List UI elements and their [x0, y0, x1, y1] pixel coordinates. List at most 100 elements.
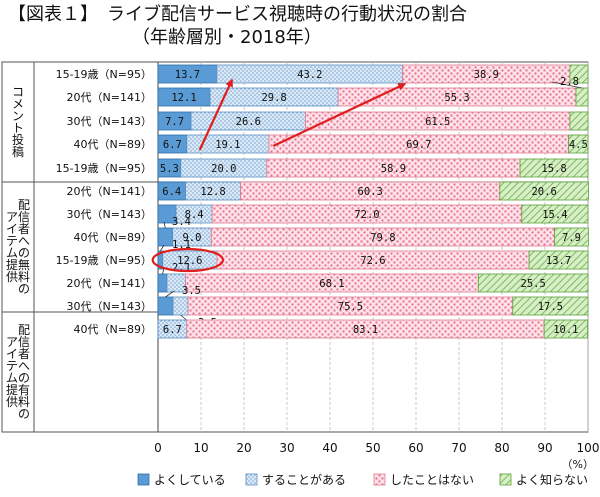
chart-title: 【図表１】 ライブ配信サービス視聴時の行動状況の割合 — [8, 4, 467, 25]
data-label: 12.8 — [200, 186, 225, 198]
data-label: 55.3 — [444, 92, 469, 104]
data-label: 5.3 — [160, 163, 179, 175]
data-label: 13.7 — [546, 255, 571, 267]
data-label: 26.6 — [236, 116, 261, 128]
group-label-char: 投 — [12, 132, 24, 147]
group-label-char: の — [18, 371, 30, 385]
bar-segment — [157, 296, 174, 316]
data-label: 13.7 — [175, 69, 200, 81]
bar-segment — [575, 87, 589, 107]
group-label-char: 配 — [18, 198, 30, 212]
x-tick-label: 0 — [154, 441, 162, 455]
group-label-char: ア — [6, 210, 18, 224]
legend-swatch — [499, 473, 512, 486]
row-label: 30代（N=143） — [67, 300, 152, 313]
group-label-char: イ — [6, 222, 18, 236]
data-label: 4.5 — [569, 139, 588, 151]
bar-segment — [157, 227, 174, 247]
legend-label: よくしている — [154, 473, 226, 487]
data-label-outside: 3.5 — [182, 285, 201, 297]
data-label: 75.5 — [338, 301, 363, 313]
data-label: 7.7 — [165, 116, 184, 128]
data-label: 20.6 — [531, 186, 556, 198]
group-label-char: 提 — [6, 257, 18, 272]
data-label: 79.8 — [370, 232, 395, 244]
x-tick-label: 30 — [279, 441, 294, 455]
group-label-char: 料 — [18, 270, 30, 284]
bar-segment — [521, 204, 589, 224]
data-label: 6.7 — [163, 324, 182, 336]
group-label-char: 有 — [18, 383, 30, 397]
legend-swatch — [137, 473, 150, 486]
leader-line — [165, 290, 175, 298]
data-label-outside: 2.1 — [172, 262, 191, 274]
data-label: 58.9 — [381, 163, 406, 175]
row-label: 20代（N=141） — [67, 185, 152, 198]
row-label: 30代（N=143） — [67, 208, 152, 221]
group-label-char: ム — [6, 371, 18, 385]
data-label: 29.8 — [261, 92, 286, 104]
bar-segment — [519, 158, 589, 178]
legend-label: することがある — [262, 472, 346, 487]
group-label-char: メ — [12, 97, 24, 111]
data-label: 6.4 — [162, 186, 181, 198]
x-tick-label: 20 — [236, 441, 251, 455]
leader-line — [160, 244, 165, 252]
group-label-char: ン — [12, 109, 24, 123]
data-label: 15.4 — [542, 209, 567, 221]
x-axis-unit: （%） — [562, 458, 594, 471]
data-label: 10.1 — [553, 324, 578, 336]
data-label: 25.5 — [521, 278, 546, 290]
group-label-char: テ — [6, 359, 18, 373]
chart-subtitle: （年齢層別・2018年） — [132, 27, 322, 48]
bar-segment — [157, 273, 168, 293]
group-label-char: へ — [18, 359, 30, 373]
bar-segment — [569, 64, 589, 84]
group-label-char: 信 — [18, 335, 30, 349]
data-label: 72.6 — [360, 255, 385, 267]
data-label-outside: 3.4 — [172, 216, 191, 228]
legend-label: よく知らない — [516, 473, 588, 487]
leader-line — [551, 81, 583, 89]
data-label: 72.0 — [354, 209, 379, 221]
x-tick-label: 90 — [537, 441, 552, 455]
annotation-arrow — [272, 83, 407, 147]
group-label-char: 配 — [18, 323, 30, 337]
data-label: 20.0 — [211, 163, 236, 175]
bar-segment — [568, 134, 589, 154]
group-label-char: の — [18, 246, 30, 260]
legend-swatch — [245, 473, 258, 486]
row-label: 40代（N=89） — [74, 231, 152, 244]
data-label: 6.7 — [163, 139, 182, 151]
group-label-char: 提 — [6, 382, 18, 397]
group-label-char: 者 — [18, 347, 30, 361]
bar-segment — [512, 296, 589, 316]
group-label-char: へ — [18, 234, 30, 248]
data-label: 9.0 — [182, 232, 201, 244]
data-label: 61.5 — [425, 116, 450, 128]
row-label: 15-19歳（N=95） — [56, 68, 152, 81]
x-tick-label: 40 — [322, 441, 337, 455]
group-label-char: ア — [6, 335, 18, 349]
legend-label: したことはない — [390, 473, 474, 487]
data-label: 15.8 — [541, 163, 566, 175]
row-label: 40代（N=89） — [74, 323, 152, 336]
x-tick-label: 60 — [408, 441, 423, 455]
leader-line — [163, 221, 166, 229]
data-label: 60.3 — [358, 186, 383, 198]
group-label-char: コ — [12, 85, 24, 99]
bar-segment — [569, 111, 589, 131]
bar-segment — [543, 319, 588, 339]
bar-segment — [477, 273, 589, 293]
data-label: 83.1 — [353, 324, 378, 336]
data-label: 69.7 — [406, 139, 431, 151]
bar-segment — [172, 296, 189, 316]
data-label: 7.9 — [562, 232, 581, 244]
data-label-outside: 2.8 — [560, 76, 579, 88]
group-label-char: 無 — [18, 257, 30, 272]
row-label: 15-19歳（N=95） — [56, 254, 152, 267]
group-label-char: 稿 — [12, 144, 24, 159]
data-label: 12.1 — [171, 92, 196, 104]
bar-segment — [554, 227, 589, 247]
